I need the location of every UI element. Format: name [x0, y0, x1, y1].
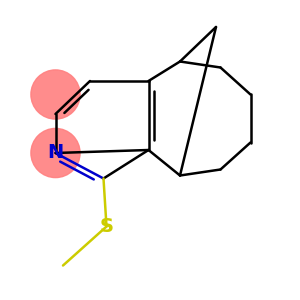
- Circle shape: [31, 70, 80, 119]
- Text: N: N: [47, 143, 64, 163]
- Circle shape: [31, 128, 80, 178]
- Text: S: S: [100, 217, 113, 236]
